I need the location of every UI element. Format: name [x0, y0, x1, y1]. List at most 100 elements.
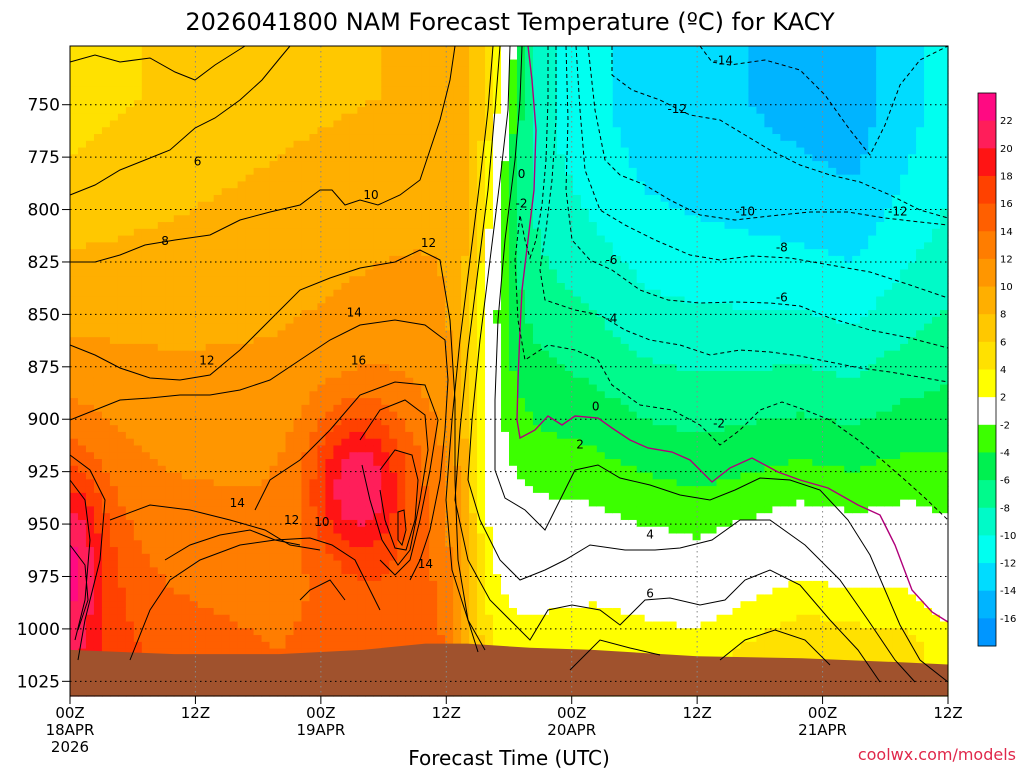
temperature-cell — [437, 93, 446, 101]
temperature-cell — [461, 154, 470, 162]
temperature-cell — [421, 628, 430, 636]
temperature-cell — [149, 276, 159, 284]
temperature-cell — [70, 249, 79, 257]
temperature-cell — [165, 574, 175, 582]
temperature-cell — [469, 79, 478, 88]
temperature-cell — [325, 547, 334, 555]
temperature-cell — [381, 181, 390, 189]
temperature-cell — [101, 628, 111, 636]
temperature-cell — [405, 181, 414, 189]
temperature-cell — [389, 404, 398, 413]
temperature-cell — [429, 567, 438, 575]
temperature-cell — [437, 289, 446, 298]
temperature-cell — [389, 641, 398, 650]
temperature-cell — [381, 242, 390, 250]
temperature-cell — [349, 289, 358, 298]
temperature-cell — [205, 567, 215, 575]
temperature-cell — [309, 174, 319, 183]
temperature-cell — [365, 52, 374, 61]
temperature-cell — [317, 519, 327, 528]
temperature-cell — [317, 601, 327, 609]
temperature-cell — [157, 46, 167, 54]
temperature-cell — [405, 194, 414, 203]
temperature-cell — [437, 255, 446, 264]
temperature-cell — [437, 46, 446, 54]
temperature-cell — [277, 208, 287, 216]
temperature-cell — [325, 269, 334, 277]
temperature-cell — [173, 228, 183, 237]
temperature-cell — [437, 594, 446, 602]
temperature-cell — [365, 398, 374, 406]
temperature-cell — [253, 641, 263, 650]
temperature-cell — [349, 106, 358, 115]
temperature-cell — [141, 59, 151, 67]
temperature-cell — [389, 269, 398, 277]
temperature-cell — [373, 323, 382, 331]
temperature-cell — [293, 377, 303, 386]
temperature-cell — [285, 255, 295, 264]
temperature-cell — [221, 384, 231, 392]
temperature-cell — [117, 431, 127, 440]
temperature-cell — [317, 614, 327, 623]
temperature-cell — [181, 635, 191, 643]
temperature-cell — [70, 431, 79, 440]
temperature-cell — [173, 59, 183, 67]
temperature-cell — [381, 560, 390, 568]
temperature-cell — [101, 296, 111, 304]
temperature-cell — [237, 438, 247, 447]
temperature-cell — [429, 296, 438, 304]
temperature-cell — [469, 499, 478, 508]
temperature-cell — [469, 140, 478, 149]
temperature-cell — [285, 310, 295, 318]
temperature-cell — [373, 134, 382, 142]
temperature-cell — [325, 296, 334, 304]
temperature-cell — [205, 188, 215, 196]
temperature-cell — [205, 607, 215, 616]
temperature-cell — [133, 134, 143, 142]
temperature-cell — [277, 526, 287, 535]
temperature-cell — [157, 459, 167, 467]
temperature-cell — [189, 235, 199, 243]
temperature-cell — [477, 228, 486, 237]
temperature-cell — [333, 560, 342, 568]
temperature-cell — [397, 371, 406, 379]
temperature-cell — [461, 316, 470, 325]
temperature-cell — [229, 547, 239, 555]
temperature-cell — [205, 181, 215, 189]
temperature-cell — [165, 228, 175, 237]
temperature-cell — [453, 425, 462, 433]
temperature-cell — [365, 607, 374, 616]
temperature-cell — [101, 303, 111, 311]
temperature-cell — [373, 249, 382, 257]
temperature-cell — [221, 86, 231, 94]
temperature-cell — [285, 418, 295, 426]
temperature-cell — [165, 127, 175, 135]
temperature-cell — [341, 296, 350, 304]
temperature-cell — [229, 391, 239, 399]
temperature-cell — [429, 262, 438, 271]
temperature-cell — [237, 574, 247, 582]
temperature-cell — [149, 533, 159, 541]
temperature-cell — [349, 228, 358, 237]
temperature-cell — [189, 641, 199, 650]
temperature-cell — [173, 46, 183, 54]
temperature-cell — [93, 249, 103, 257]
temperature-cell — [269, 215, 279, 223]
temperature-cell — [325, 86, 334, 94]
temperature-cell — [277, 181, 287, 189]
temperature-cell — [133, 106, 143, 115]
temperature-cell — [85, 641, 95, 650]
temperature-cell — [397, 337, 406, 345]
temperature-cell — [301, 547, 311, 555]
temperature-cell — [101, 215, 111, 223]
temperature-cell — [333, 296, 342, 304]
temperature-cell — [477, 506, 486, 514]
temperature-cell — [365, 587, 374, 596]
temperature-cell — [213, 167, 223, 176]
temperature-cell — [221, 364, 231, 372]
temperature-cell — [381, 343, 390, 352]
temperature-cell — [189, 364, 199, 372]
temperature-cell — [173, 323, 183, 331]
temperature-cell — [373, 431, 382, 440]
temperature-cell — [309, 208, 319, 216]
